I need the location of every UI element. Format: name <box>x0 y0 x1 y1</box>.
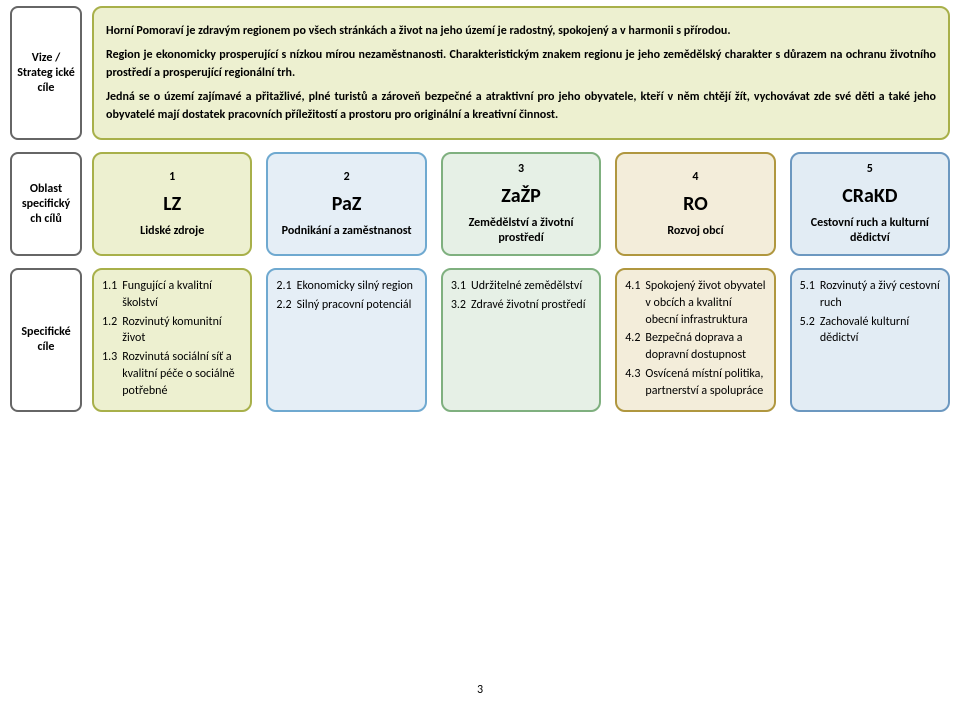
spec-item: 4.1 Spokojený život obyvatel v obcích a k… <box>625 278 765 328</box>
area-num: 3 <box>518 162 524 176</box>
spec-item-num: 5.2 <box>800 314 815 348</box>
spec-item-text: Rozvinutá sociální síť a kvalitní péče o… <box>122 349 242 399</box>
spec-item-text: Ekonomicky silný region <box>297 278 417 295</box>
area-name: Lidské zdroje <box>140 224 204 239</box>
spec-item-num: 2.1 <box>276 278 291 295</box>
spec-item: 4.2 Bezpečná doprava a dopravní dostupnos… <box>625 330 765 364</box>
spec-item-num: 5.1 <box>800 278 815 312</box>
area-num: 2 <box>344 170 350 184</box>
spec-box-4: 4.1 Spokojený život obyvatel v obcích a k… <box>615 268 775 412</box>
spec-item-num: 4.3 <box>625 366 640 400</box>
spec-item-text: Udržitelné zemědělství <box>471 278 591 295</box>
page-number: 3 <box>0 683 960 697</box>
spec-item: 1.1 Fungující a kvalitní školství <box>102 278 242 312</box>
spec-item-text: Fungující a kvalitní školství <box>122 278 242 312</box>
vision-p3: Jedná se o území zajímavé a přitažlivé, … <box>106 88 936 124</box>
row1-label: Vize / Strateg ické cíle <box>10 6 82 140</box>
spec-item-text: Rozvinutý komunitní život <box>122 314 242 348</box>
spec-item-num: 1.2 <box>102 314 117 348</box>
specs-row: Specifické cíle 1.1 Fungující a kvalitní … <box>0 262 960 418</box>
area-num: 1 <box>169 170 175 184</box>
area-box-3: 3 ZaŽP Zemědělství a životní prostředí <box>441 152 601 256</box>
area-num: 5 <box>867 162 873 176</box>
specs-container: 1.1 Fungující a kvalitní školství 1.2 Rozvi… <box>92 268 950 412</box>
spec-item-num: 1.3 <box>102 349 117 399</box>
spec-item: 1.3 Rozvinutá sociální síť a kvalitní péč… <box>102 349 242 399</box>
vision-p1: Horní Pomoraví je zdravým regionem po vš… <box>106 22 936 40</box>
vision-box: Horní Pomoraví je zdravým regionem po vš… <box>92 6 950 140</box>
vision-p2: Region je ekonomicky prosperující s nízk… <box>106 46 936 82</box>
area-abbr: RO <box>683 192 708 216</box>
row3-label-text: Specifické cíle <box>16 325 76 355</box>
spec-box-5: 5.1 Rozvinutý a živý cestovní ruch 5.2 Zach… <box>790 268 950 412</box>
row3-label: Specifické cíle <box>10 268 82 412</box>
spec-item-num: 3.2 <box>451 297 466 314</box>
area-box-1: 1 LZ Lidské zdroje <box>92 152 252 256</box>
spec-item-num: 3.1 <box>451 278 466 295</box>
area-abbr: PaZ <box>332 192 362 216</box>
row1-label-text: Vize / Strateg ické cíle <box>16 51 76 96</box>
spec-box-1: 1.1 Fungující a kvalitní školství 1.2 Rozvi… <box>92 268 252 412</box>
areas-row: Oblast specifický ch cílů 1 LZ Lidské zd… <box>0 146 960 262</box>
spec-item-num: 4.1 <box>625 278 640 328</box>
spec-box-2: 2.1 Ekonomicky silný region 2.2 Silný praco… <box>266 268 426 412</box>
area-abbr: LZ <box>163 192 181 216</box>
spec-item-num: 1.1 <box>102 278 117 312</box>
spec-item-text: Spokojený život obyvatel v obcích a kval… <box>645 278 765 328</box>
area-abbr: ZaŽP <box>501 184 541 208</box>
spec-item: 3.2 Zdravé životní prostředí <box>451 297 591 314</box>
spec-item: 3.1 Udržitelné zemědělství <box>451 278 591 295</box>
spec-item-text: Silný pracovní potenciál <box>297 297 417 314</box>
spec-item-text: Zdravé životní prostředí <box>471 297 591 314</box>
area-name: Zemědělství a životní prostředí <box>449 216 593 246</box>
area-box-5: 5 CRaKD Cestovní ruch a kulturní dědictv… <box>790 152 950 256</box>
spec-item-text: Osvícená místní politika, partnerství a … <box>645 366 765 400</box>
vision-row: Vize / Strateg ické cíle Horní Pomoraví … <box>0 0 960 146</box>
area-name: Podnikání a zaměstnanost <box>282 224 412 239</box>
spec-item: 5.2 Zachovalé kulturní dědictví <box>800 314 940 348</box>
spec-item: 1.2 Rozvinutý komunitní život <box>102 314 242 348</box>
spec-item: 4.3 Osvícená místní politika, partnerství… <box>625 366 765 400</box>
spec-box-3: 3.1 Udržitelné zemědělství 3.2 Zdravé život… <box>441 268 601 412</box>
row2-label-text: Oblast specifický ch cílů <box>16 182 76 227</box>
area-name: Cestovní ruch a kulturní dědictví <box>798 216 942 246</box>
areas-container: 1 LZ Lidské zdroje 2 PaZ Podnikání a zam… <box>92 152 950 256</box>
row2-label: Oblast specifický ch cílů <box>10 152 82 256</box>
spec-item-text: Zachovalé kulturní dědictví <box>820 314 940 348</box>
area-box-4: 4 RO Rozvoj obcí <box>615 152 775 256</box>
spec-item-text: Bezpečná doprava a dopravní dostupnost <box>645 330 765 364</box>
area-name: Rozvoj obcí <box>667 224 723 239</box>
area-box-2: 2 PaZ Podnikání a zaměstnanost <box>266 152 426 256</box>
spec-item: 2.2 Silný pracovní potenciál <box>276 297 416 314</box>
spec-item-text: Rozvinutý a živý cestovní ruch <box>820 278 940 312</box>
spec-item: 2.1 Ekonomicky silný region <box>276 278 416 295</box>
spec-item-num: 2.2 <box>276 297 291 314</box>
area-num: 4 <box>692 170 698 184</box>
spec-item: 5.1 Rozvinutý a živý cestovní ruch <box>800 278 940 312</box>
area-abbr: CRaKD <box>842 184 897 208</box>
spec-item-num: 4.2 <box>625 330 640 364</box>
